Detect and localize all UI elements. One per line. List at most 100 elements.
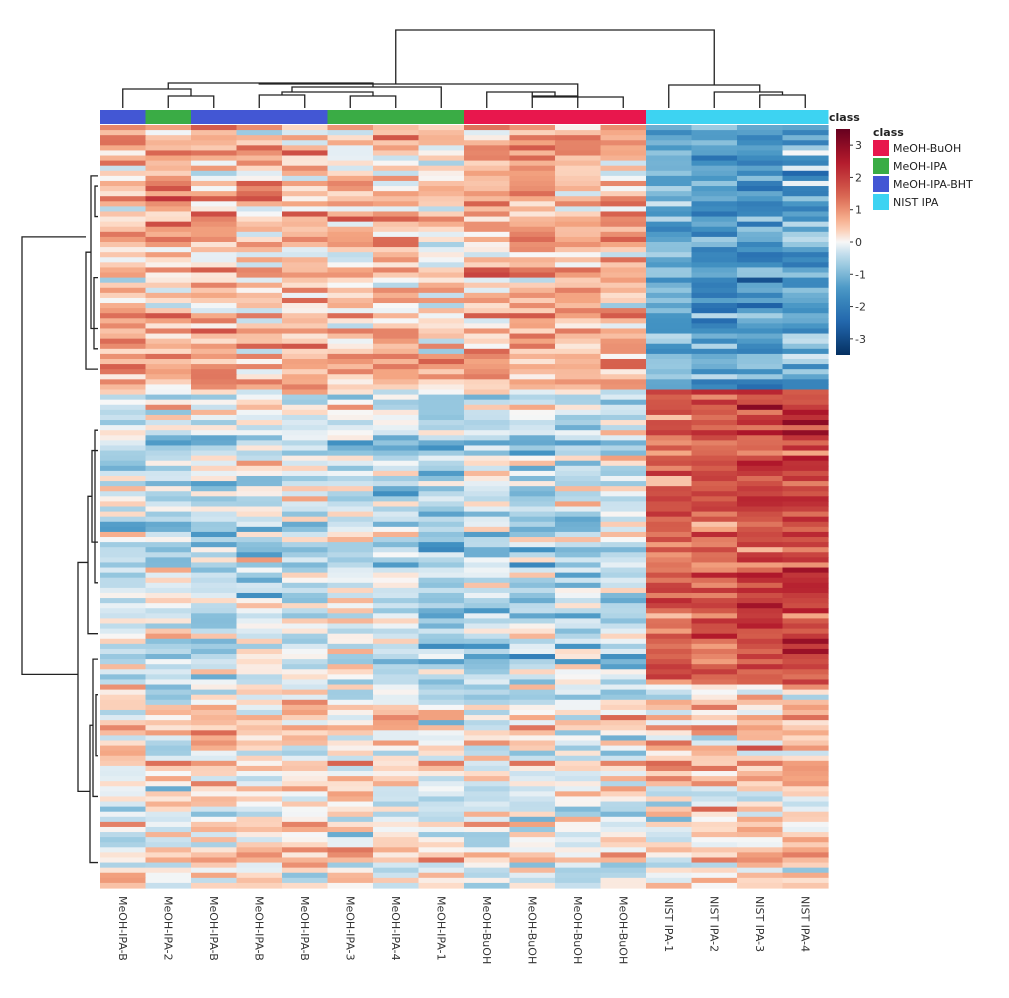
heatmap-cell	[282, 735, 329, 742]
heatmap-cell	[373, 216, 420, 223]
heatmap-cell	[737, 806, 784, 813]
heatmap-cell	[555, 338, 602, 345]
heatmap-cell	[145, 857, 192, 864]
heatmap-cell	[191, 272, 238, 279]
heatmap-cell	[100, 506, 147, 513]
heatmap-cell	[555, 414, 602, 421]
heatmap-cell	[464, 516, 511, 523]
heatmap-cell	[691, 786, 738, 792]
heatmap-cell	[373, 348, 420, 355]
heatmap-cell	[327, 272, 374, 279]
heatmap-cell	[737, 343, 784, 350]
heatmap-cell	[373, 277, 420, 284]
heatmap-cell	[236, 659, 283, 665]
heatmap-cell	[327, 847, 374, 853]
heatmap-cell	[373, 806, 420, 813]
heatmap-cell	[555, 572, 602, 579]
heatmap-cell	[373, 297, 420, 304]
heatmap-cell	[145, 394, 192, 401]
heatmap-cell	[373, 811, 420, 818]
heatmap-cell	[282, 582, 329, 589]
heatmap-cell	[327, 135, 374, 141]
heatmap-cell	[555, 420, 602, 426]
heatmap-cell	[100, 867, 147, 874]
heatmap-cell	[737, 638, 784, 645]
heatmap-cell	[100, 328, 147, 335]
heatmap-cell	[737, 475, 784, 482]
heatmap-cell	[418, 369, 465, 375]
heatmap-cell	[646, 292, 693, 299]
heatmap-cell	[646, 572, 693, 579]
heatmap-cell	[145, 435, 192, 441]
heatmap-cell	[600, 648, 647, 655]
heatmap-cell	[464, 409, 511, 416]
heatmap-cell	[418, 679, 465, 686]
heatmap-cell	[691, 659, 738, 665]
heatmap-cell	[737, 857, 784, 864]
heatmap-cell	[464, 679, 511, 686]
heatmap-cell	[555, 725, 602, 731]
heatmap-cell	[191, 867, 238, 874]
heatmap-cell	[600, 430, 647, 436]
legend-label: MeOH-IPA	[893, 160, 947, 173]
heatmap-cell	[782, 379, 829, 386]
heatmap-cell	[418, 180, 465, 187]
heatmap-cell	[236, 150, 283, 157]
heatmap-cell	[100, 282, 147, 289]
heatmap-cell	[191, 435, 238, 441]
heatmap-cell	[600, 267, 647, 274]
heatmap-cell	[691, 409, 738, 416]
heatmap-cell	[555, 526, 602, 533]
heatmap-cell	[145, 750, 192, 757]
heatmap-cell	[327, 420, 374, 426]
heatmap-cell	[509, 516, 556, 523]
heatmap-cell	[145, 445, 192, 452]
heatmap-cell	[555, 730, 602, 736]
heatmap-cell	[418, 511, 465, 518]
heatmap-cell	[236, 557, 283, 564]
heatmap-cell	[373, 226, 420, 233]
heatmap-cell	[191, 806, 238, 813]
heatmap-cell	[509, 287, 556, 294]
heatmap-cell	[282, 384, 329, 391]
heatmap-cell	[373, 338, 420, 345]
heatmap-cell	[236, 475, 283, 482]
heatmap-cell	[691, 730, 738, 736]
heatmap-cell	[509, 140, 556, 146]
heatmap-cell	[191, 598, 238, 604]
heatmap-cell	[464, 577, 511, 584]
heatmap-cell	[464, 781, 511, 787]
heatmap-cell	[646, 313, 693, 319]
heatmap-cell	[282, 577, 329, 584]
heatmap-cell	[100, 450, 147, 457]
heatmap-cell	[509, 598, 556, 604]
heatmap-cell	[737, 460, 784, 467]
heatmap-cell	[373, 867, 420, 874]
heatmap-cell	[100, 552, 147, 558]
heatmap-cell	[691, 618, 738, 625]
heatmap-cell	[691, 323, 738, 330]
heatmap-cell	[100, 832, 147, 838]
heatmap-cell	[282, 150, 329, 157]
heatmap-cell	[691, 623, 738, 630]
heatmap-cell	[646, 709, 693, 716]
heatmap-cell	[782, 374, 829, 380]
heatmap-cell	[555, 130, 602, 136]
heatmap-cell	[282, 328, 329, 335]
heatmap-cell	[737, 511, 784, 518]
heatmap-cell	[555, 801, 602, 808]
heatmap-cell	[373, 659, 420, 665]
heatmap-cell	[691, 587, 738, 594]
heatmap-cell	[600, 420, 647, 426]
heatmap-cell	[555, 537, 602, 543]
heatmap-cell	[191, 318, 238, 324]
heatmap-cell	[509, 715, 556, 721]
heatmap-cell	[145, 440, 192, 447]
legend-label: MeOH-BuOH	[893, 142, 961, 155]
heatmap-cell	[600, 247, 647, 253]
column-label: MeOH-IPA-B	[207, 896, 220, 961]
heatmap-cell	[691, 547, 738, 553]
heatmap-cell	[464, 257, 511, 263]
heatmap-cell	[737, 582, 784, 589]
heatmap-cell	[373, 353, 420, 360]
